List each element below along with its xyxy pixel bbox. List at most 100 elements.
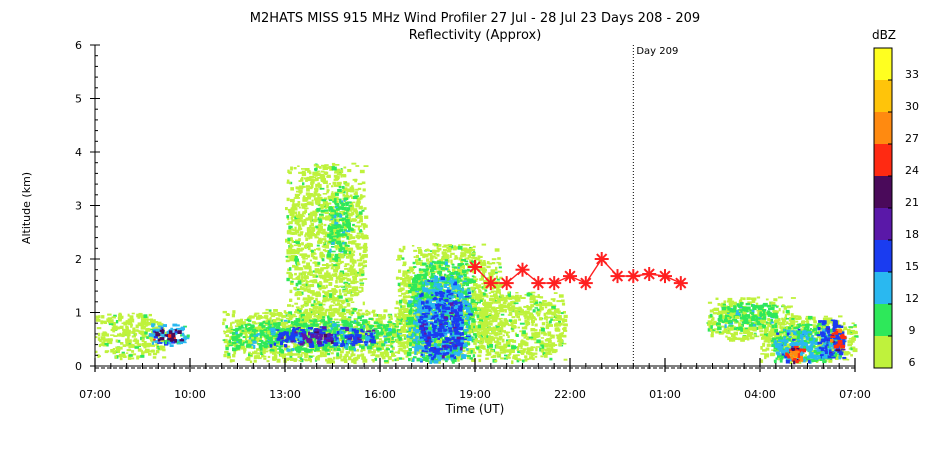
echo-cell [335,337,339,342]
echo-cell [345,299,350,303]
echo-cell [470,322,475,326]
echo-cell [278,333,283,338]
echo-cell [424,249,429,252]
echo-cell [303,219,307,223]
echo-cell [348,312,354,315]
echo-cell [394,351,400,354]
echo-cell [285,259,290,263]
echo-cell [281,349,284,354]
echo-cell [409,317,414,321]
echo-cell [131,330,136,334]
echo-cell [334,201,337,205]
echo-cell [330,297,333,301]
echo-cell [450,259,453,264]
echo-cell [478,296,482,300]
echo-cell [436,249,440,253]
echo-cell [395,320,398,323]
echo-cell [301,176,304,180]
echo-cell [331,230,334,233]
echo-cell [412,272,416,274]
echo-cell [409,332,413,336]
echo-cell [343,197,349,201]
echo-cell [170,332,176,337]
echo-cell [353,250,356,253]
echo-cell [358,290,362,293]
echo-cell [464,263,469,266]
echo-cell [115,339,119,343]
echo-cell [327,353,331,356]
echo-cell [305,327,310,332]
echo-cell [332,356,336,360]
echo-cell [482,292,486,296]
echo-cell [324,324,329,327]
echo-cell [304,328,308,333]
echo-cell [281,332,285,337]
echo-cell [315,187,318,190]
echo-cell [286,334,290,338]
echo-cell [327,290,332,293]
echo-cell [227,352,231,357]
echo-cell [275,347,278,351]
echo-cell [333,178,338,181]
echo-cell [299,343,304,346]
echo-cell [332,313,336,316]
echo-cell [288,313,291,317]
echo-cell [236,339,239,343]
echo-cell [403,352,408,355]
echo-cell [312,306,317,310]
echo-cell [340,173,345,176]
echo-cell [439,248,442,251]
echo-cell [373,321,378,325]
echo-cell [326,315,330,319]
echo-cell [128,354,133,357]
echo-cell [300,358,304,363]
echo-cell [421,268,426,271]
echo-cell [297,204,300,207]
echo-cell [402,279,407,284]
echo-cell [247,330,252,334]
echo-cell [396,333,400,338]
echo-cell [413,300,416,305]
echo-cell [169,344,174,347]
echo-cell [249,340,253,343]
echo-cell [340,353,343,357]
echo-cell [474,345,478,349]
echo-cell [492,272,495,275]
echo-cell [431,265,436,269]
echo-cell [358,309,363,312]
echo-cell [267,323,273,326]
echo-cell [376,341,382,344]
echo-cell [496,261,500,264]
echo-cell [116,355,121,358]
echo-cell [121,353,126,357]
echo-cell [323,337,326,340]
echo-cell [449,335,452,340]
echo-cell [121,351,125,355]
echo-cell [309,234,312,238]
echo-cell [291,219,297,222]
echo-cell [341,233,346,236]
echo-cell [174,339,177,343]
echo-cell [107,338,113,342]
echo-cell [441,298,446,301]
echo-cell [148,350,153,353]
echo-cell [177,342,180,345]
echo-cell [160,345,166,349]
echo-cell [426,258,430,262]
echo-cell [317,247,321,251]
echo-cell [348,298,351,302]
echo-cell [298,171,303,174]
echo-cell [317,317,320,321]
echo-cell [410,270,414,273]
echo-cell [477,286,482,289]
echo-cell [305,284,311,288]
echo-cell [470,348,474,352]
echo-cell [307,357,311,361]
echo-cell [330,250,336,253]
echo-cell [335,246,338,251]
echo-cell [338,328,342,331]
echo-cell [314,263,320,267]
echo-cell [127,329,131,334]
echo-cell [247,323,252,326]
echo-cell [314,315,318,317]
